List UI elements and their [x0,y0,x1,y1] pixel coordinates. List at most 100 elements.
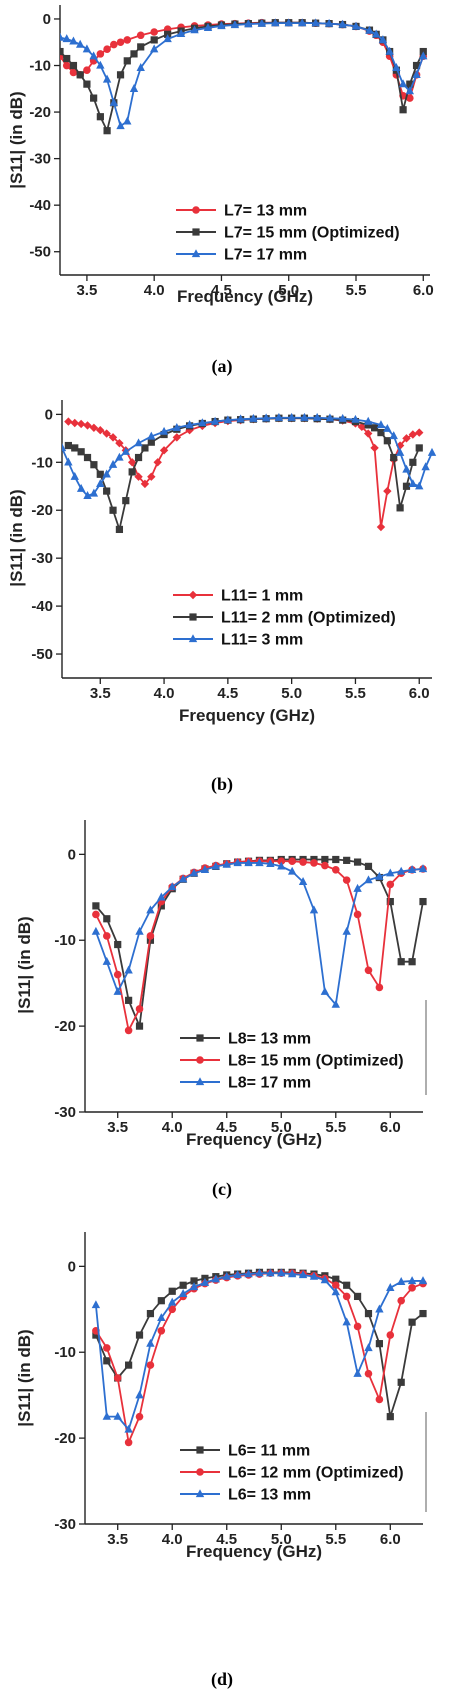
legend-label: L11= 3 mm [221,632,303,649]
data-point [266,1268,275,1277]
data-point [309,905,319,914]
data-point [383,423,392,432]
y-tick-label: -10 [29,58,51,75]
data-point [383,437,391,445]
data-point [124,1026,133,1035]
data-point [113,970,122,979]
data-point [91,1300,101,1309]
data-point [159,426,169,435]
data-point [69,68,78,77]
x-tick-label: 4.5 [216,1119,237,1136]
data-point [217,21,226,30]
series-1 [64,414,424,532]
data-point [397,1378,405,1386]
data-point [309,1271,319,1280]
data-point [389,431,398,440]
data-point [255,858,264,867]
y-axis-label: |S11| (in dB) [7,489,26,586]
legend-label: L6= 12 mm (Optimized) [228,1465,404,1482]
data-point [419,1309,427,1318]
data-point [351,21,361,30]
data-point [223,415,233,424]
data-point [102,469,111,478]
data-point [249,413,258,422]
data-point [150,36,158,44]
data-point [168,1287,176,1295]
data-point [70,418,79,428]
series-3 [91,1268,428,1433]
x-tick-label: 3.5 [107,1119,128,1136]
y-tick-label: -10 [54,932,76,949]
data-point [89,51,98,60]
data-point [185,420,194,429]
panel-caption: (a) [212,356,233,377]
data-point [179,1281,187,1289]
y-tick-label: -40 [31,598,53,615]
x-tick-label: 4.5 [217,685,238,702]
x-tick-label: 4.0 [162,1531,183,1548]
data-point [103,932,111,940]
panel-caption: (d) [211,1669,233,1690]
data-point [261,413,271,422]
legend-marker [195,1489,205,1498]
data-point [211,861,221,870]
data-point [153,458,162,467]
data-point [277,861,286,870]
x-tick-label: 5.5 [346,282,367,299]
data-point [222,1271,231,1280]
data-point [371,29,381,38]
x-tick-label: 4.5 [216,1531,237,1548]
data-point [83,66,91,74]
data-point [386,868,395,877]
data-point [69,61,78,70]
legend: L11= 1 mm L11= 2 mm (Optimized) L11= 3 mm [173,588,396,649]
panel-caption: (c) [212,1179,232,1200]
data-point [122,497,130,505]
y-tick-label: -50 [31,646,53,663]
series-3 [62,412,437,500]
x-tick-label: 4.0 [144,282,165,299]
data-point [108,433,118,442]
data-point [135,1022,144,1030]
data-point [320,986,330,995]
data-point [375,1304,384,1313]
legend-label: L11= 2 mm (Optimized) [221,610,396,627]
data-point [102,1411,112,1420]
data-point [398,79,408,88]
data-point [405,86,415,95]
x-tick-label: 3.5 [76,282,97,299]
data-point [92,902,100,910]
data-point [189,1282,199,1291]
x-tick-label: 6.0 [409,685,430,702]
data-point [311,18,320,27]
legend-marker [196,1446,204,1454]
data-point [109,97,119,106]
data-point [102,429,111,438]
data-point [77,448,85,456]
data-point [103,127,111,135]
data-point [90,461,98,469]
data-point [103,487,111,495]
data-point [230,20,240,29]
y-axis-label: |S11| (in dB) [7,91,26,188]
data-point [127,458,137,467]
data-point [277,857,286,866]
data-point [399,106,407,114]
data-point [62,443,67,452]
series-3 [60,18,428,130]
legend: L6= 11 mm L6= 12 mm (Optimized) L6= 13 mm [180,1412,427,1512]
x-tick-label: 5.0 [271,1119,292,1136]
data-point [157,1313,166,1322]
data-point [364,429,373,438]
data-point [123,116,132,125]
data-point [383,486,392,496]
legend-label: L8= 15 mm (Optimized) [228,1053,404,1070]
data-point [198,418,207,427]
chart-panel-3: 3.5 4.0 4.5 5.0 5.5 6.0 0 -10 -20 -30 Frequency (G… [15,820,428,1149]
data-point [288,857,296,866]
data-point [284,18,293,27]
data-point [130,50,138,58]
data-point [277,1268,286,1277]
data-point [203,23,213,31]
